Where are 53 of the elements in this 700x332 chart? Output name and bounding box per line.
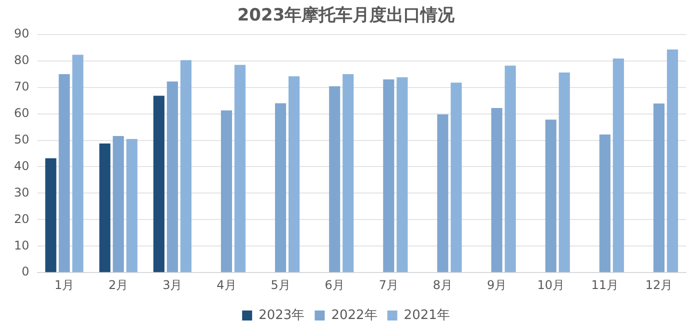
bar xyxy=(126,138,138,272)
bar xyxy=(153,96,164,272)
bar xyxy=(504,66,516,272)
bar xyxy=(437,114,448,272)
bar xyxy=(99,143,110,272)
bar xyxy=(383,79,394,272)
bar xyxy=(234,64,246,272)
bar xyxy=(180,60,192,272)
x-tick-label: 7月 xyxy=(378,278,398,292)
y-tick-label: 10 xyxy=(14,238,30,252)
bar xyxy=(396,77,408,272)
bar xyxy=(45,158,56,272)
x-tick-label: 8月 xyxy=(432,278,453,292)
bar xyxy=(72,54,84,272)
bar xyxy=(220,110,232,272)
bar xyxy=(288,76,300,272)
y-tick-label: 90 xyxy=(14,26,30,41)
bar xyxy=(275,103,286,272)
x-tick-label: 4月 xyxy=(216,278,236,292)
x-tick-label: 1月 xyxy=(54,278,74,292)
bar xyxy=(342,74,354,272)
bar xyxy=(491,108,502,272)
bar xyxy=(329,86,340,272)
x-tick-label: 9月 xyxy=(486,278,507,292)
y-tick-label: 60 xyxy=(14,106,30,120)
x-tick-label: 5月 xyxy=(270,278,290,292)
y-tick-label: 20 xyxy=(14,212,30,226)
bar xyxy=(58,74,70,272)
y-tick-label: 30 xyxy=(14,185,30,200)
y-tick-label: 70 xyxy=(14,79,30,94)
y-tick-label: 0 xyxy=(22,264,30,279)
bar xyxy=(450,82,462,272)
chart-title: 2023年摩托车月度出口情况 xyxy=(237,6,456,26)
legend-label: 2021年 xyxy=(404,308,450,323)
bar xyxy=(612,58,624,272)
y-tick-label: 40 xyxy=(14,158,30,173)
bar xyxy=(166,82,178,272)
bar xyxy=(653,103,665,272)
legend-label: 2023年 xyxy=(258,308,305,323)
bar xyxy=(666,49,678,272)
x-tick-label: 12月 xyxy=(645,278,673,292)
bar xyxy=(112,136,124,272)
x-tick-label: 11月 xyxy=(591,278,619,292)
bar xyxy=(599,134,610,272)
legend-label: 2022年 xyxy=(331,308,378,323)
y-tick-label: 50 xyxy=(14,132,30,146)
bar xyxy=(558,72,570,272)
x-tick-label: 2月 xyxy=(108,278,128,292)
y-tick-label: 80 xyxy=(14,52,30,67)
x-tick-label: 6月 xyxy=(324,278,344,292)
bar xyxy=(545,120,556,272)
x-tick-label: 10月 xyxy=(537,278,564,292)
x-tick-label: 3月 xyxy=(162,278,182,292)
